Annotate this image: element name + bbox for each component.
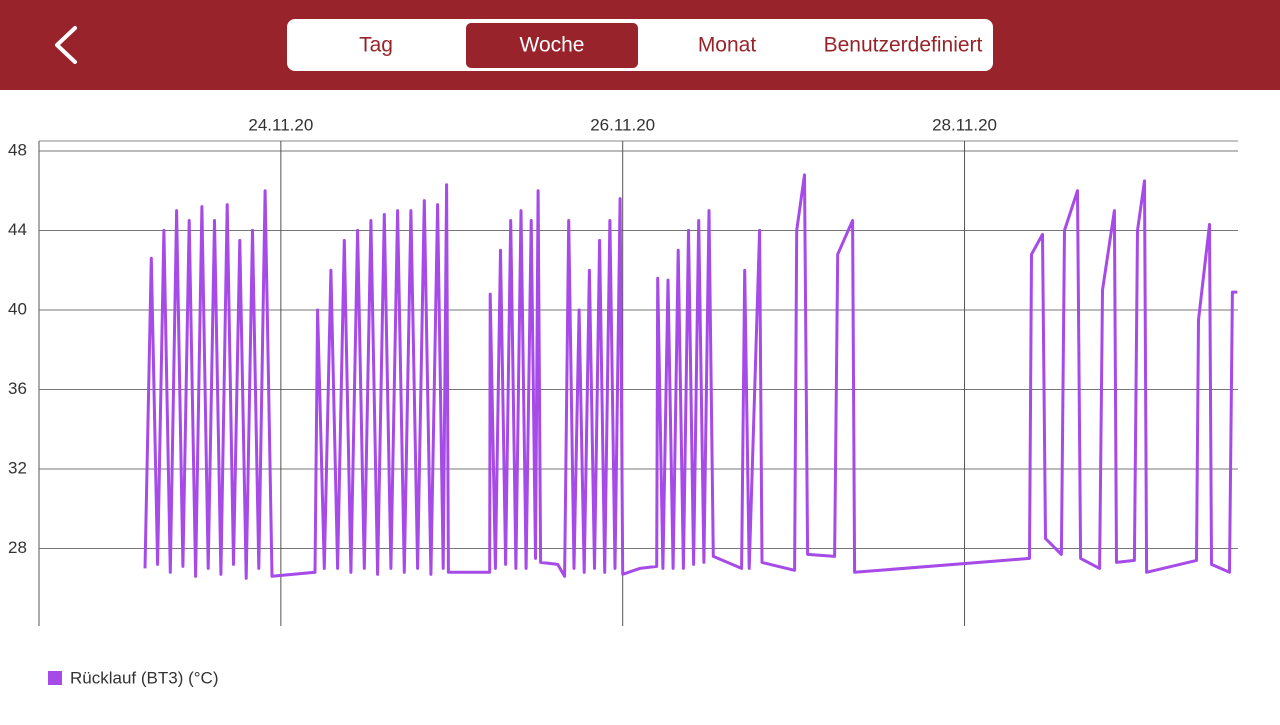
data-line	[143, 173, 1238, 580]
tabs: Tag Woche Monat Benutzerdefiniert	[359, 23, 983, 68]
y-tick-label: 48	[8, 140, 27, 159]
plot: 28 32 36 40 44 48 24.11.20 26.11.20 28.11.20 Rück…	[8, 115, 1238, 687]
y-tick-label: 44	[8, 220, 27, 239]
back-hit-area[interactable]	[40, 20, 90, 70]
x-tick-label: 24.11.20	[248, 115, 313, 134]
tab[interactable]: Tag	[359, 34, 393, 57]
segmented-control	[287, 19, 993, 71]
y-tick-label: 28	[8, 538, 27, 557]
y-tick-label: 40	[8, 299, 27, 318]
tab[interactable]: Benutzerdefiniert	[824, 34, 983, 57]
legend-label: Rücklauf (BT3) (°C)	[70, 668, 218, 687]
x-tick-label: 28.11.20	[932, 115, 997, 134]
tab[interactable]: Monat	[698, 34, 757, 57]
tab-selected-bg[interactable]	[466, 23, 638, 68]
y-tick-label: 32	[8, 458, 27, 477]
y-tick-label: 36	[8, 379, 27, 398]
tab[interactable]: Woche	[520, 34, 585, 57]
legend-swatch	[48, 671, 62, 685]
x-tick-label: 26.11.20	[590, 115, 655, 134]
back-chevron[interactable]	[55, 26, 77, 64]
back-button[interactable]	[40, 20, 90, 70]
